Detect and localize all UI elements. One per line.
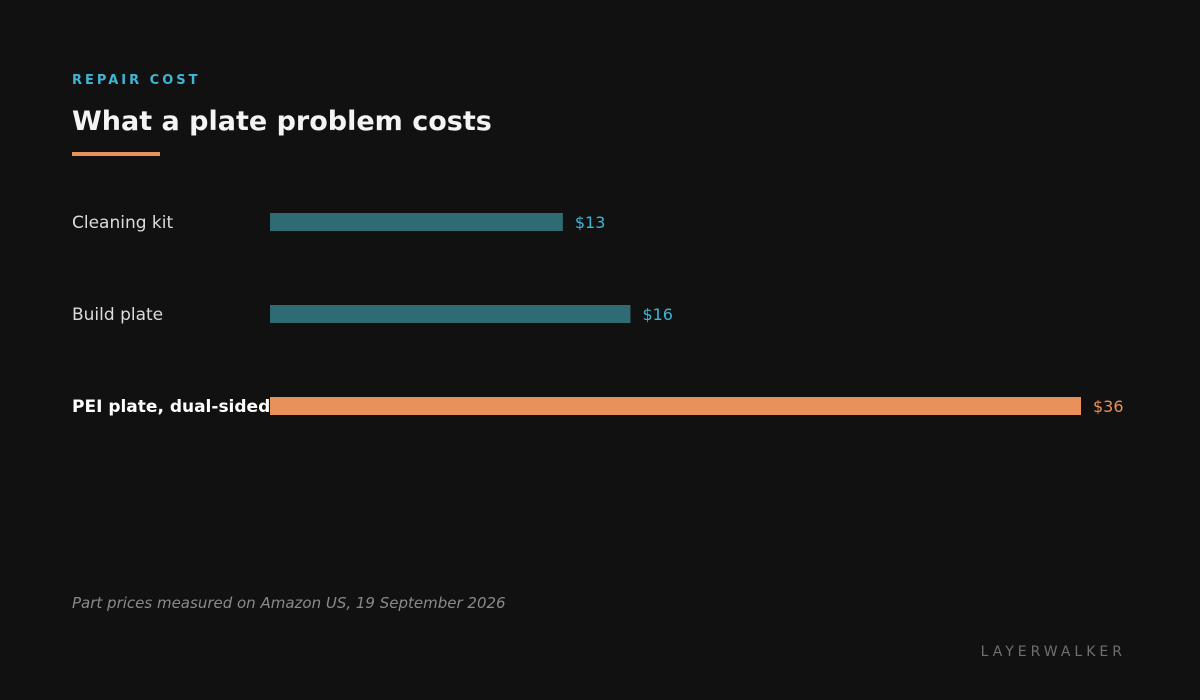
title-underline [72, 152, 160, 156]
bar [270, 213, 563, 231]
category-label: Build plate [72, 305, 163, 325]
value-label: $13 [575, 213, 606, 232]
source-footnote: Part prices measured on Amazon US, 19 Se… [72, 594, 506, 612]
category-label: PEI plate, dual-sided [72, 397, 270, 417]
brand-wordmark: LAYERWALKER [980, 644, 1126, 660]
chart-title: What a plate problem costs [72, 106, 492, 137]
value-label: $16 [642, 305, 673, 324]
value-label: $36 [1093, 397, 1124, 416]
bar [270, 397, 1081, 415]
bar [270, 305, 631, 323]
eyebrow-label: REPAIR COST [72, 73, 201, 88]
category-label: Cleaning kit [72, 213, 174, 233]
